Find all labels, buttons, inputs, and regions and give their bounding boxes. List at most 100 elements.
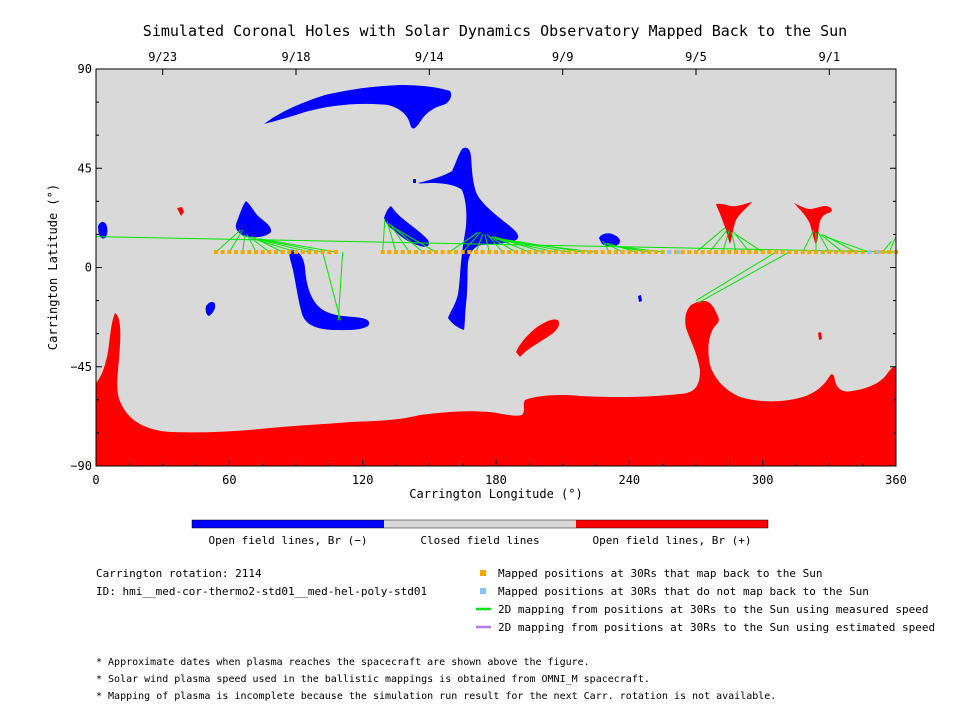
legend-marker bbox=[480, 588, 486, 594]
mapped-position-orange bbox=[454, 250, 458, 255]
mapped-position-orange bbox=[287, 250, 292, 255]
mapped-position-orange bbox=[394, 250, 398, 255]
mapped-position-orange bbox=[727, 250, 732, 255]
mapped-position-orange bbox=[227, 250, 232, 255]
mapped-position-orange bbox=[827, 250, 832, 255]
mapping-line bbox=[322, 251, 341, 321]
mapped-position-orange bbox=[854, 250, 858, 255]
mapped-position-orange bbox=[627, 250, 632, 255]
mapped-position-orange bbox=[560, 250, 565, 255]
mapped-position-orange bbox=[307, 250, 312, 255]
mapping-line bbox=[228, 229, 244, 253]
mapped-position-orange bbox=[267, 250, 272, 255]
mapped-position-orange bbox=[527, 250, 532, 255]
mapped-position-orange bbox=[467, 250, 472, 255]
x-tick-label: 240 bbox=[618, 473, 640, 487]
mapped-position-orange bbox=[654, 250, 658, 255]
mapping-line bbox=[817, 231, 830, 253]
mapped-position-orange bbox=[387, 250, 392, 255]
date-axis-ticks: 9/23 9/18 9/14 9/9 9/5 9/1 bbox=[148, 50, 840, 75]
y-axis-ticks: 90 45 0 −45 −90 bbox=[70, 62, 896, 473]
mapped-position-orange bbox=[734, 250, 738, 255]
mapping-line bbox=[393, 227, 437, 253]
mapped-position-orange bbox=[214, 250, 218, 255]
mapped-position-orange bbox=[547, 250, 552, 255]
mapped-position-orange bbox=[380, 250, 385, 255]
mapping-line bbox=[824, 236, 870, 253]
mapping-line bbox=[253, 238, 297, 253]
mapped-position-orange bbox=[327, 250, 332, 255]
mapped-position-orange bbox=[674, 250, 678, 255]
colorbar-label: Open field lines, Br (−) bbox=[209, 534, 368, 547]
mapping-line bbox=[95, 236, 897, 253]
mapped-position-orange bbox=[820, 250, 825, 255]
mapped-position-orange bbox=[400, 250, 405, 255]
mapped-position-orange bbox=[720, 250, 725, 255]
mapped-position-orange bbox=[220, 250, 225, 255]
mapped-position-orange bbox=[747, 250, 752, 255]
mapped-position-orange bbox=[620, 250, 625, 255]
y-tick-label: 45 bbox=[78, 161, 92, 175]
mapping-line bbox=[258, 238, 323, 253]
x-axis-label: Carrington Longitude (°) bbox=[409, 487, 582, 501]
mapped-position-orange bbox=[794, 250, 798, 255]
mapped-position-orange bbox=[580, 250, 585, 255]
mapped-position-orange bbox=[887, 250, 892, 255]
date-tick-label: 9/1 bbox=[818, 50, 840, 64]
mapped-position-orange bbox=[767, 250, 772, 255]
date-tick-label: 9/23 bbox=[148, 50, 177, 64]
mapped-position-orange bbox=[714, 250, 718, 255]
colorbar-label: Closed field lines bbox=[420, 534, 539, 547]
mapped-position-blue bbox=[867, 250, 872, 255]
mapped-position-orange bbox=[534, 250, 538, 255]
carrington-rotation: Carrington rotation: 2114 bbox=[96, 567, 262, 580]
mapped-position-orange bbox=[474, 250, 478, 255]
date-tick-label: 9/9 bbox=[552, 50, 574, 64]
positive-polarity-hole-325-south bbox=[818, 332, 822, 340]
mapping-line bbox=[215, 229, 241, 253]
y-tick-label: −90 bbox=[70, 459, 92, 473]
mapped-position-orange bbox=[294, 250, 298, 255]
negative-polarity-north-hole bbox=[264, 85, 452, 129]
mapped-position-orange bbox=[500, 250, 505, 255]
mapped-position-orange bbox=[334, 250, 338, 255]
mapped-position-orange bbox=[507, 250, 512, 255]
negative-polarity-hole-50 bbox=[205, 301, 216, 316]
mapped-position-orange bbox=[254, 250, 258, 255]
mapped-position-orange bbox=[414, 250, 418, 255]
mapped-position-orange bbox=[314, 250, 318, 255]
mapped-position-orange bbox=[567, 250, 572, 255]
legend-label: Mapped positions at 30Rs that do not map… bbox=[498, 585, 869, 598]
mapped-position-orange bbox=[447, 250, 452, 255]
mapped-position-blue bbox=[876, 250, 881, 255]
mapped-position-orange bbox=[440, 250, 445, 255]
mapped-position-orange bbox=[427, 250, 432, 255]
mapped-positions bbox=[214, 250, 898, 255]
field-line-mappings bbox=[95, 218, 897, 321]
mapped-position-orange bbox=[847, 250, 852, 255]
mapped-position-orange bbox=[787, 250, 792, 255]
mapped-position-orange bbox=[574, 250, 578, 255]
closed-field-region bbox=[96, 69, 896, 466]
mapped-position-orange bbox=[600, 250, 605, 255]
mapped-position-orange bbox=[807, 250, 812, 255]
colorbar-segment bbox=[384, 520, 576, 528]
mapped-position-orange bbox=[780, 250, 785, 255]
mapped-position-orange bbox=[774, 250, 778, 255]
colorbar-frame bbox=[191, 519, 769, 529]
positive-polarity-south-polar-hole bbox=[96, 300, 896, 466]
mapped-position-orange bbox=[640, 250, 645, 255]
mapping-line bbox=[449, 231, 479, 253]
mapping-line bbox=[888, 236, 897, 253]
mapped-position-blue bbox=[667, 250, 672, 255]
mapped-position-orange bbox=[514, 250, 518, 255]
mapped-position-orange bbox=[480, 250, 485, 255]
mapped-position-orange bbox=[740, 250, 745, 255]
x-tick-label: 360 bbox=[885, 473, 907, 487]
y-tick-label: 90 bbox=[78, 62, 92, 76]
positive-polarity-hole-280 bbox=[716, 202, 752, 244]
mapped-position-orange bbox=[680, 250, 685, 255]
mapped-position-orange bbox=[800, 250, 805, 255]
mapped-position-orange bbox=[607, 250, 612, 255]
negative-polarity-hole-3 bbox=[98, 221, 108, 239]
